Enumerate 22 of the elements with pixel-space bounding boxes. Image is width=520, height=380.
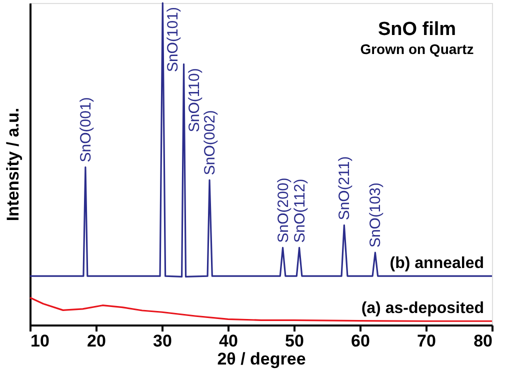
x-tick-label: 60 [351, 332, 370, 350]
annotation: SnO(001) [77, 97, 94, 162]
annotation: SnO(002) [202, 110, 219, 176]
annotation: SnO(110) [186, 68, 203, 132]
series-label: (b) annealed [390, 255, 484, 272]
series-label: (a) as-deposited [361, 300, 484, 318]
text: SnO film [378, 19, 456, 40]
x-tick-label: 20 [87, 332, 106, 350]
annotation: SnO(112) [291, 178, 308, 243]
x-tick-label: 40 [219, 332, 238, 350]
x-tick-label: 30 [153, 332, 172, 350]
annotation: SnO(101) [164, 7, 182, 72]
x-tick-label: 50 [285, 332, 304, 350]
x-tick-label: 80 [474, 332, 492, 350]
x-axis-title: 2θ / degree [217, 350, 306, 368]
x-tick-label: 10 [30, 332, 50, 350]
text: Grown on Quartz [360, 41, 474, 57]
y-axis-title: Intensity / a.u. [4, 108, 22, 222]
x-tick-label: 70 [417, 332, 436, 350]
annotation: SnO(103) [367, 182, 384, 248]
annotation: SnO(200) [274, 178, 292, 243]
annotation: SnO(211) [336, 156, 354, 220]
